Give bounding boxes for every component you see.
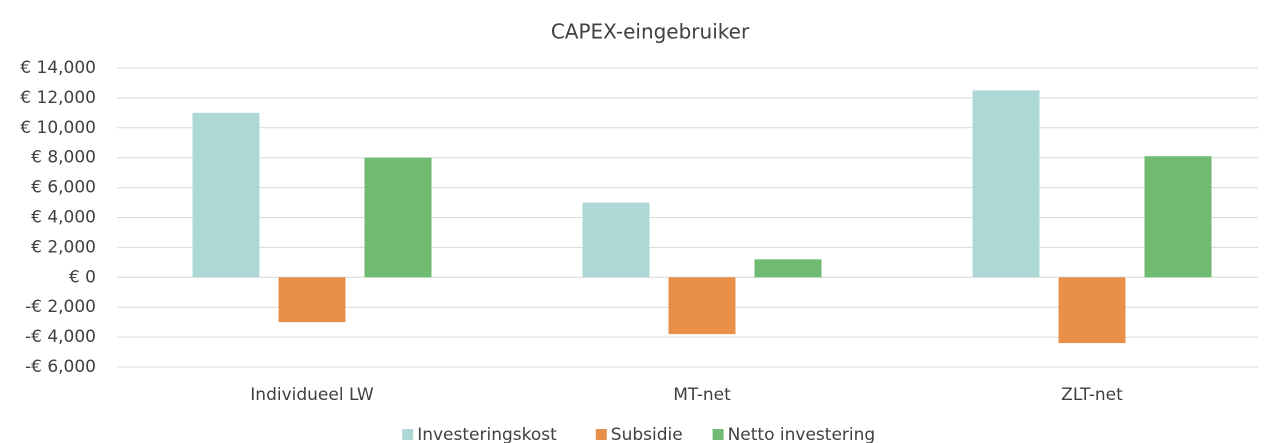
chart-title: CAPEX-eingebruiker: [551, 20, 750, 44]
y-tick-label: € 2,000: [31, 237, 96, 257]
legend-swatch: [595, 429, 607, 440]
y-tick-label: € 4,000: [31, 208, 96, 228]
x-tick-label: ZLT-net: [1061, 385, 1123, 405]
bar: [1058, 277, 1126, 344]
bar: [668, 277, 736, 335]
x-tick-label: MT-net: [673, 385, 731, 405]
bar: [582, 202, 650, 278]
bar: [972, 90, 1040, 278]
bar: [192, 112, 260, 278]
legend-swatch: [712, 429, 724, 440]
legend-label: Subsidie: [611, 425, 683, 443]
y-tick-label: -€ 2,000: [25, 297, 96, 317]
y-tick-label: € 10,000: [20, 118, 96, 138]
bar: [754, 259, 822, 278]
y-tick-label: € 0: [69, 267, 96, 287]
y-tick-label: € 8,000: [31, 148, 96, 168]
legend-label: Netto investering: [728, 425, 876, 443]
y-tick-label: € 6,000: [31, 178, 96, 198]
bar: [1144, 156, 1212, 278]
y-tick-label: € 12,000: [20, 88, 96, 108]
x-tick-label: Individueel LW: [250, 385, 374, 405]
legend-label: Investeringskost: [417, 425, 557, 443]
legend-swatch: [402, 429, 414, 440]
bar: [364, 157, 432, 278]
bar: [278, 277, 346, 323]
y-tick-label: € 14,000: [20, 58, 96, 78]
y-tick-label: -€ 4,000: [25, 327, 96, 347]
y-tick-label: -€ 6,000: [25, 357, 96, 377]
